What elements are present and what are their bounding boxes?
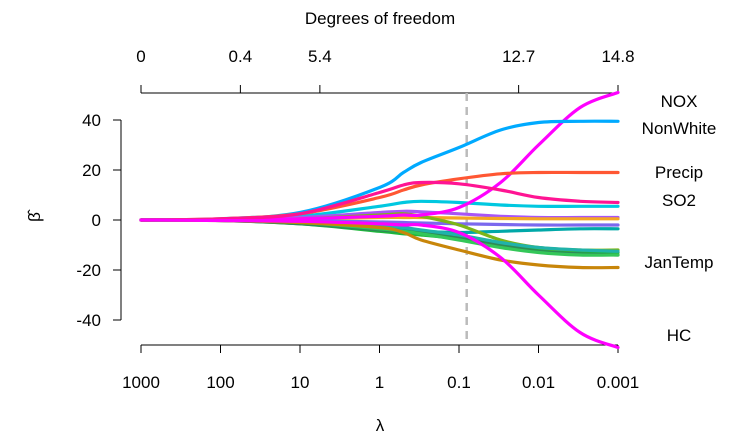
x-axis-title: λ: [376, 416, 385, 435]
series-line-so2: [139, 180, 620, 222]
x-tick-label: 1000: [122, 373, 160, 392]
series-label-hc: HC: [667, 326, 692, 345]
x-tick-label: 0.1: [447, 373, 471, 392]
series-label-jantemp: JanTemp: [645, 253, 714, 272]
series-line-nox: [139, 90, 620, 222]
series-labels: NOX NonWhite Precip SO2 JanTemp HC: [642, 92, 717, 345]
y-tick-label: -40: [76, 311, 101, 330]
top-tick-label: 12.7: [502, 47, 535, 66]
axes: 1000 100 10 1 0.1 0.01 0.001 0 0.4 5.4 12.7 14.8 -40…: [76, 47, 639, 392]
series-label-precip: Precip: [655, 163, 703, 182]
x-tick-label: 10: [291, 373, 310, 392]
x-tick-label: 100: [206, 373, 234, 392]
top-tick-label: 14.8: [601, 47, 634, 66]
series-line-jantemp: [139, 218, 620, 270]
series-label-so2: SO2: [662, 191, 696, 210]
series-line-hc: [139, 218, 620, 350]
y-tick-label: 40: [82, 111, 101, 130]
x-tick-label: 0.001: [597, 373, 640, 392]
y-axis-title: β̂: [25, 209, 44, 222]
top-tick-label: 0.4: [229, 47, 253, 66]
x-tick-label: 1: [375, 373, 384, 392]
series-label-nonwhite: NonWhite: [642, 119, 717, 138]
top-tick-label: 5.4: [308, 47, 332, 66]
series-lines: [139, 90, 620, 350]
y-tick-label: 0: [92, 211, 101, 230]
top-tick-label: 0: [136, 47, 145, 66]
top-axis-title: Degrees of freedom: [305, 9, 455, 28]
series-label-nox: NOX: [661, 92, 698, 111]
y-tick-label: -20: [76, 261, 101, 280]
y-tick-label: 20: [82, 161, 101, 180]
x-tick-label: 0.01: [522, 373, 555, 392]
